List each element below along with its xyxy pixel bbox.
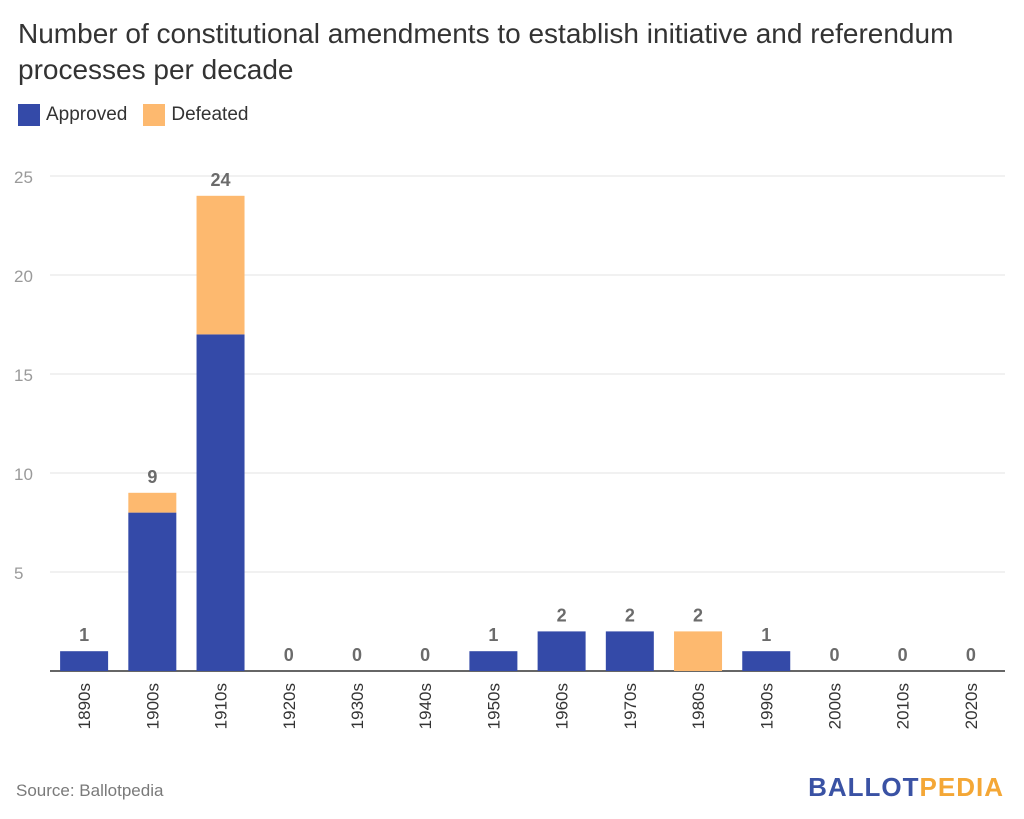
- ballotpedia-logo: BALLOTPEDIA: [808, 772, 1004, 803]
- bar-defeated: [196, 195, 245, 335]
- x-tick-label: 2020s: [962, 683, 981, 729]
- y-tick-label: 10: [14, 465, 33, 484]
- y-tick-label: 15: [14, 366, 33, 385]
- data-label: 0: [829, 645, 839, 665]
- x-tick-label: 1890s: [75, 683, 94, 729]
- bar-approved: [605, 631, 654, 671]
- x-tick-label: 1990s: [757, 683, 776, 729]
- x-tick-label: 1980s: [689, 683, 708, 729]
- x-tick-label: 2010s: [894, 683, 913, 729]
- data-label: 1: [79, 625, 89, 645]
- x-tick-label: 1970s: [621, 683, 640, 729]
- data-label: 0: [420, 645, 430, 665]
- bar-defeated: [128, 492, 177, 513]
- bar-approved: [537, 631, 586, 671]
- bar-chart: 51015202511890s91900s241910s01920s01930s…: [14, 168, 1005, 729]
- data-label: 0: [966, 645, 976, 665]
- data-label: 24: [211, 170, 231, 190]
- bar-defeated: [674, 631, 723, 671]
- data-label: 1: [488, 625, 498, 645]
- bar-approved: [196, 334, 245, 671]
- legend-swatch-approved: [18, 104, 40, 126]
- bar-approved: [469, 651, 518, 671]
- legend-label-defeated: Defeated: [171, 104, 249, 125]
- data-label: 0: [284, 645, 294, 665]
- y-tick-label: 5: [14, 564, 23, 583]
- data-label: 0: [352, 645, 362, 665]
- data-label: 2: [625, 605, 635, 625]
- logo-part-2: PEDIA: [919, 772, 1004, 802]
- data-label: 0: [898, 645, 908, 665]
- data-label: 1: [761, 625, 771, 645]
- x-tick-label: 1960s: [553, 683, 572, 729]
- x-tick-label: 1930s: [348, 683, 367, 729]
- legend-item-defeated: Defeated: [143, 104, 248, 126]
- y-tick-label: 20: [14, 267, 33, 286]
- legend: Approved Defeated: [18, 104, 248, 126]
- x-tick-label: 2000s: [825, 683, 844, 729]
- source-note: Source: Ballotpedia: [16, 781, 164, 800]
- data-label: 2: [557, 605, 567, 625]
- bar-approved: [60, 651, 109, 671]
- legend-swatch-defeated: [143, 104, 166, 126]
- bar-approved: [742, 651, 791, 671]
- x-tick-label: 1900s: [143, 683, 162, 729]
- x-tick-label: 1950s: [484, 683, 503, 729]
- data-label: 9: [147, 467, 157, 487]
- x-tick-label: 1920s: [280, 683, 299, 729]
- bar-approved: [128, 512, 177, 671]
- legend-label-approved: Approved: [46, 104, 128, 125]
- y-tick-label: 25: [14, 168, 33, 187]
- x-tick-label: 1940s: [416, 683, 435, 729]
- legend-item-approved: Approved: [18, 104, 127, 126]
- chart-title: Number of constitutional amendments to e…: [18, 18, 954, 85]
- data-label: 2: [693, 605, 703, 625]
- logo-part-1: BALLOT: [808, 772, 920, 802]
- x-tick-label: 1910s: [212, 683, 231, 729]
